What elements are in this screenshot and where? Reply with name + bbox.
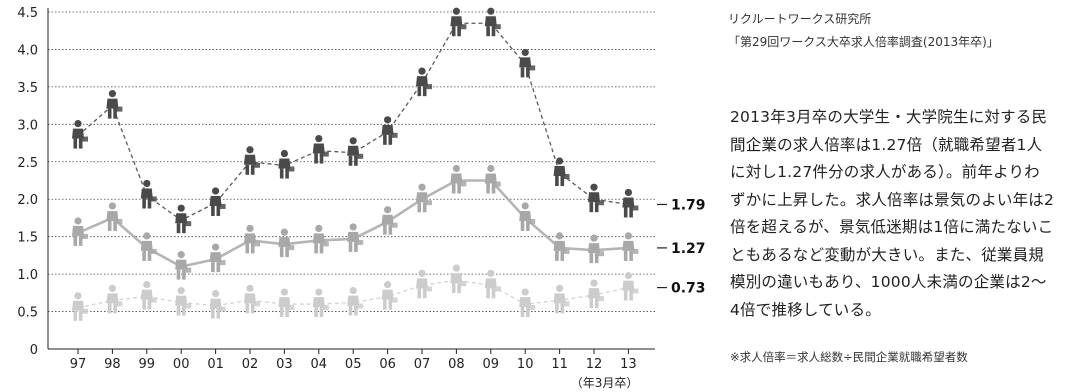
series-point-dark — [72, 119, 88, 149]
end-value-label: 1.79 — [671, 197, 706, 213]
x-tick-label: 06 — [379, 357, 396, 372]
end-value-label: 0.73 — [671, 281, 706, 297]
series-point-light — [347, 286, 364, 316]
series-point-light — [244, 284, 260, 314]
source-organization: リクルートワークス研究所 — [728, 12, 872, 26]
series-point-mid — [484, 164, 501, 194]
y-tick-label: 2.0 — [17, 193, 38, 208]
series-point-dark — [278, 149, 295, 179]
x-tick-label: 99 — [139, 357, 156, 372]
y-tick-label: 3.5 — [17, 81, 38, 96]
x-tick-label: 10 — [517, 357, 534, 372]
x-tick-label: 09 — [483, 357, 500, 372]
series-line-dark — [77, 22, 629, 221]
y-tick-label: 4.5 — [17, 6, 38, 21]
series-point-light — [622, 271, 639, 301]
series-point-mid — [175, 251, 192, 280]
series-point-light — [588, 279, 604, 309]
series-point-light — [209, 289, 226, 319]
series-line-light — [77, 279, 629, 309]
x-tick-label: 04 — [311, 357, 328, 372]
y-tick-label: 1.5 — [17, 231, 38, 246]
series-point-mid — [622, 232, 639, 261]
series-point-light — [278, 288, 295, 318]
series-point-mid — [519, 202, 536, 231]
series-point-light — [72, 292, 88, 321]
end-value-label: 1.27 — [671, 241, 706, 257]
series-point-mid — [140, 232, 157, 261]
series-point-dark — [450, 7, 467, 37]
series-point-light — [175, 286, 192, 316]
y-tick-label: 3.0 — [17, 118, 38, 133]
series-point-light — [553, 284, 570, 314]
x-tick-label: 03 — [276, 357, 293, 372]
series-point-mid — [450, 164, 467, 194]
series-point-dark — [484, 7, 501, 37]
series-point-mid — [553, 232, 570, 261]
footnote: ※求人倍率＝求人総数÷民間企業就職希望者数 — [730, 350, 968, 364]
y-tick-label: 0 — [30, 343, 38, 358]
series-point-dark — [381, 116, 398, 145]
series-point-mid — [588, 234, 604, 264]
series-point-dark — [347, 137, 364, 166]
series-point-dark — [140, 179, 157, 209]
y-tick-label: 1.0 — [17, 268, 38, 283]
series-point-dark — [553, 157, 570, 187]
series-point-light — [312, 288, 329, 318]
series-point-dark — [622, 188, 639, 218]
y-tick-label: 0.5 — [17, 306, 38, 321]
x-tick-label: 07 — [414, 357, 431, 372]
x-tick-label: 98 — [104, 357, 121, 372]
series-point-dark — [519, 48, 536, 78]
series-point-mid — [347, 223, 364, 252]
y-tick-label: 2.5 — [17, 156, 38, 171]
recruitment-ratio-chart: 0 0.5 1.0 1.5 2.0 2.5 3.0 3.5 4.0 4.5 97 98 99 00 01 02… — [17, 6, 706, 390]
x-tick-label: 08 — [448, 357, 465, 372]
series-point-dark — [209, 187, 226, 216]
series-point-light — [484, 269, 501, 299]
series-point-mid — [106, 202, 123, 231]
y-tick-label: 4.0 — [17, 43, 38, 58]
series-point-light — [106, 284, 123, 314]
series-point-light — [519, 288, 536, 318]
source-survey: 「第29回ワークス大卒求人倍率調査(2013年卒)」 — [728, 35, 999, 49]
series-point-dark — [106, 90, 123, 119]
description-text: 2013年3月卒の大学生・大学院生に対する民間企業の求人倍率は1.27倍（就職希… — [730, 108, 1055, 319]
series-point-dark — [175, 204, 192, 234]
x-axis-label: （年3月卒） — [571, 376, 639, 390]
series-point-mid — [278, 228, 295, 258]
x-tick-label: 01 — [207, 357, 224, 372]
x-tick-label: 05 — [345, 357, 362, 372]
x-tick-label: 12 — [586, 357, 603, 372]
series-point-dark — [244, 146, 260, 175]
series-point-mid — [72, 217, 88, 246]
series-point-light — [381, 280, 398, 310]
series-point-light — [450, 264, 467, 294]
series-point-mid — [244, 224, 260, 254]
series-point-light — [140, 280, 157, 310]
series-point-mid — [381, 206, 398, 235]
x-tick-label: 02 — [242, 357, 259, 372]
series-point-dark — [588, 183, 604, 213]
series-point-mid — [312, 224, 329, 254]
series-point-light — [416, 269, 432, 299]
series-point-dark — [416, 67, 432, 97]
x-tick-label: 11 — [551, 357, 568, 372]
x-tick-label: 00 — [173, 357, 190, 372]
series-point-mid — [209, 243, 226, 273]
x-tick-label: 13 — [620, 357, 637, 372]
x-tick-label: 97 — [70, 357, 87, 372]
series-point-mid — [416, 183, 432, 213]
series-point-dark — [312, 134, 329, 164]
